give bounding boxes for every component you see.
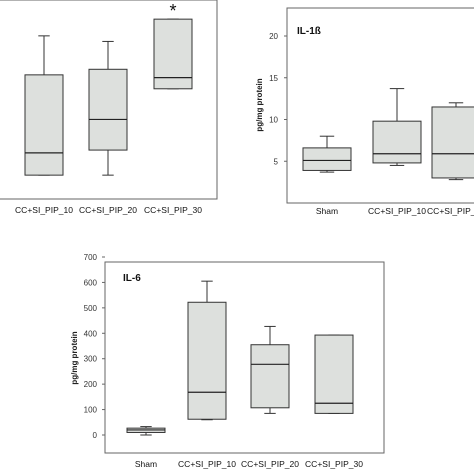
y-tick-label: 20 — [269, 32, 278, 41]
y-tick-label: 10 — [269, 116, 278, 125]
box — [187, 301, 227, 420]
panel-il6: IL-6 pg/mg protein 0 100 200 300 400 500 600 70… — [70, 253, 385, 469]
y-tick-label: 300 — [84, 355, 98, 364]
panel-il1b-frame — [286, 7, 474, 204]
box — [314, 334, 354, 414]
category-label: CC+SI_PIP_30 — [305, 459, 363, 469]
panel-il6-frame — [104, 261, 385, 454]
category-label: Sham — [316, 206, 338, 216]
significance-marker: * — [169, 1, 176, 21]
panel-il6-title: IL-6 — [123, 273, 141, 284]
category-label: CC+SI_PIP_10 — [178, 459, 236, 469]
category-label: CC+SI_PIP_20 — [79, 205, 137, 215]
category-label: CC+SI_PIP_30 — [144, 205, 202, 215]
y-tick-label: 700 — [84, 253, 98, 262]
y-tick-label: 15 — [269, 74, 278, 83]
box — [302, 147, 352, 171]
panel-1: CC+SI_PIP_10 CC+SI_PIP_20 CC+SI_PIP_30 * — [0, 0, 218, 215]
y-tick-label: 200 — [84, 380, 98, 389]
panel-il6-plot: 0 100 200 300 400 500 600 700 Sham CC+SI_PIP_10 CC… — [84, 253, 364, 469]
category-label: Sham — [135, 459, 157, 469]
panel-il1b-ylabel: pg/mg protein — [255, 78, 264, 131]
panel-1-frame — [0, 0, 218, 200]
category-label: CC+SI_PIP_20 — [241, 459, 299, 469]
box — [88, 68, 128, 151]
panel-il1b: IL-1ß pg/mg protein 5 10 15 20 Sham CC+SI_PIP… — [255, 7, 474, 216]
category-label: CC+SI_PIP_10 — [15, 205, 73, 215]
category-label: CC+SI_PIP_20 — [427, 206, 474, 216]
panel-il6-ylabel: pg/mg protein — [70, 331, 79, 384]
y-tick-label: 600 — [84, 278, 98, 287]
y-tick-label: 5 — [274, 157, 279, 166]
y-tick-label: 100 — [84, 406, 98, 415]
box — [431, 106, 474, 179]
box — [372, 120, 422, 164]
y-tick-label: 500 — [84, 304, 98, 313]
y-tick-label: 0 — [93, 431, 98, 440]
panel-1-plot: CC+SI_PIP_10 CC+SI_PIP_20 CC+SI_PIP_30 * — [15, 1, 202, 215]
category-label: CC+SI_PIP_10 — [368, 206, 426, 216]
box — [24, 74, 64, 176]
box — [153, 18, 193, 90]
panel-il1b-title: IL-1ß — [297, 26, 321, 37]
y-tick-label: 400 — [84, 329, 98, 338]
box — [250, 344, 290, 409]
